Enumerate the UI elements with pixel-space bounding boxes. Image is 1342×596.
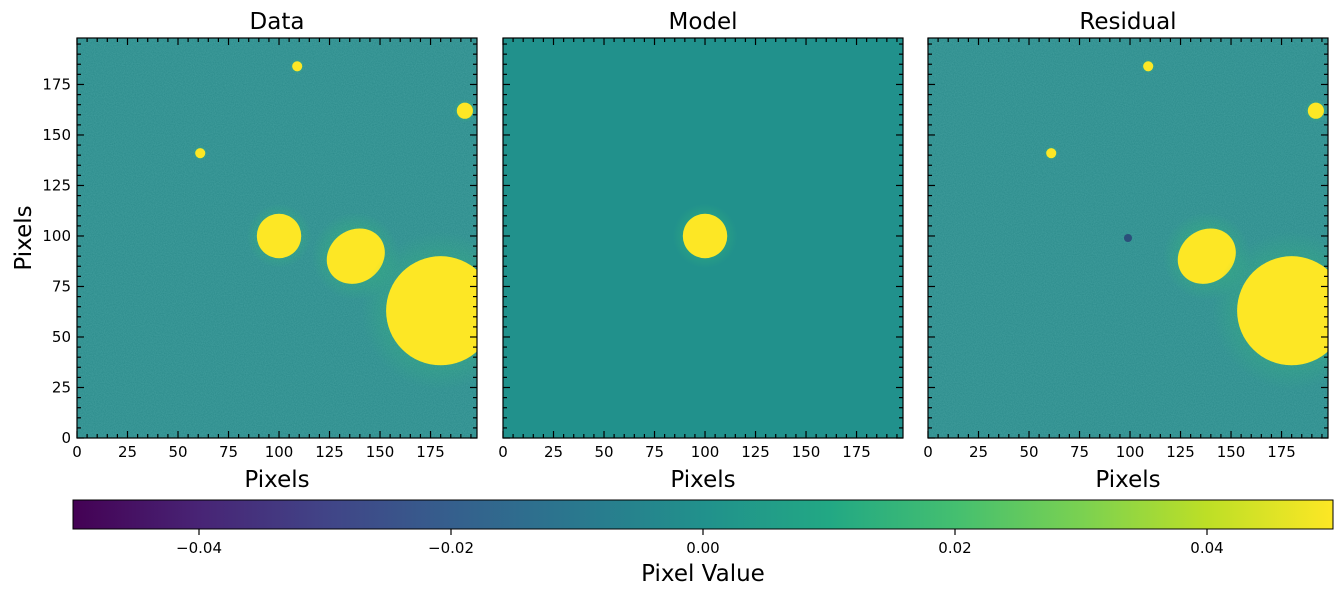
x-tick-label: 75 — [1070, 443, 1089, 461]
y-axis-label: Pixels — [11, 205, 37, 270]
y-tick-label: 50 — [52, 328, 71, 346]
colorbar-tick-label: −0.04 — [176, 539, 222, 557]
x-tick-label: 125 — [315, 443, 344, 461]
x-tick-label: 125 — [1166, 443, 1195, 461]
colorbar-tick-label: 0.04 — [1190, 539, 1223, 557]
x-tick-label: 100 — [691, 443, 720, 461]
panel-title: Residual — [1079, 9, 1176, 35]
x-tick-label: 175 — [842, 443, 871, 461]
x-axis-label: Pixels — [670, 467, 735, 493]
x-tick-label: 175 — [416, 443, 445, 461]
x-tick-label: 100 — [265, 443, 294, 461]
colorbar-tick-label: −0.02 — [428, 539, 474, 557]
y-tick-label: 150 — [42, 126, 71, 144]
image-residual — [928, 38, 1328, 438]
source-0 — [1177, 228, 1236, 284]
x-tick-label: 75 — [219, 443, 238, 461]
x-axis-label: Pixels — [1095, 467, 1160, 493]
y-tick-label: 75 — [52, 277, 71, 295]
x-tick-label: 25 — [544, 443, 563, 461]
source-4 — [292, 61, 303, 72]
source-0 — [682, 213, 728, 259]
source-2 — [386, 256, 477, 366]
image-data — [77, 38, 477, 438]
x-tick-label: 50 — [168, 443, 187, 461]
y-tick-label: 0 — [61, 429, 71, 447]
source-5 — [195, 148, 206, 159]
colorbar-label: Pixel Value — [641, 561, 765, 587]
image-model — [503, 38, 903, 438]
x-tick-label: 50 — [594, 443, 613, 461]
source-2 — [1307, 102, 1324, 119]
axes-frame — [927, 37, 1329, 439]
y-tick-label: 125 — [42, 176, 71, 194]
source-1 — [1237, 256, 1328, 366]
y-tick-label: 175 — [42, 75, 71, 93]
x-tick-label: 150 — [792, 443, 821, 461]
source-1 — [326, 228, 385, 284]
axes-frame — [502, 37, 904, 439]
x-tick-label: 100 — [1116, 443, 1145, 461]
colorbar-tick-label: 0.00 — [686, 539, 719, 557]
x-tick-label: 25 — [969, 443, 988, 461]
colorbar-tick-label: 0.02 — [938, 539, 971, 557]
source-0 — [256, 213, 302, 259]
x-tick-label: 175 — [1267, 443, 1296, 461]
x-tick-label: 0 — [498, 443, 508, 461]
panel-residual: 0 25 50 75 100 125 150 175 Residual Pixels — [923, 9, 1329, 493]
x-tick-label: 75 — [645, 443, 664, 461]
x-tick-label: 50 — [1019, 443, 1038, 461]
tick-marks — [927, 38, 1328, 439]
colorbar: −0.04 −0.02 0.00 0.02 0.04 Pixel Value — [72, 499, 1334, 587]
source-4 — [1046, 148, 1057, 159]
x-tick-label: 0 — [923, 443, 933, 461]
x-tick-label: 150 — [366, 443, 395, 461]
x-tick-label: 0 — [72, 443, 82, 461]
axes-frame — [76, 37, 478, 439]
tick-marks — [76, 38, 477, 439]
residual-dip — [1123, 233, 1133, 243]
y-tick-label: 25 — [52, 378, 71, 396]
source-3 — [1143, 61, 1154, 72]
x-tick-label: 125 — [741, 443, 770, 461]
panel-title: Model — [668, 9, 737, 35]
x-axis-label: Pixels — [244, 467, 309, 493]
x-tick-label: 25 — [118, 443, 137, 461]
panel-title: Data — [250, 9, 305, 35]
y-tick-label: 100 — [42, 227, 71, 245]
colorbar-gradient — [72, 499, 1334, 530]
source-3 — [456, 102, 473, 119]
panel-model: 0 25 50 75 100 125 150 175 Model Pixels — [498, 9, 904, 493]
tick-marks — [502, 38, 903, 439]
x-tick-label: 150 — [1217, 443, 1246, 461]
panel-data: 0 25 50 75 100 125 150 175 0 25 50 75 100 125 150 175 Da… — [11, 9, 478, 493]
